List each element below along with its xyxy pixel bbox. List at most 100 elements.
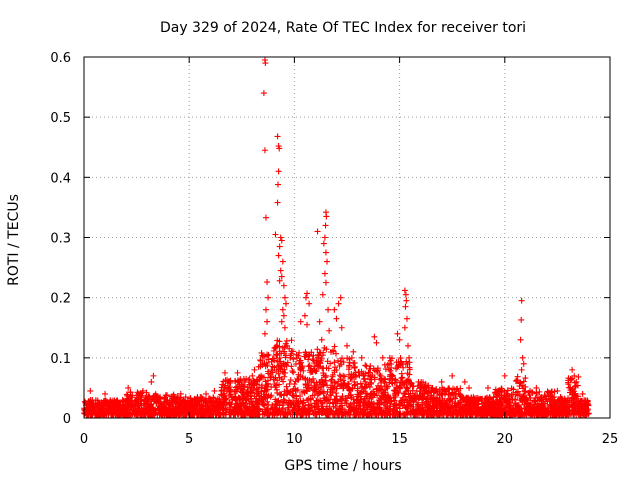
- data-point: [579, 390, 586, 397]
- noise-point: [199, 403, 206, 410]
- data-point: [280, 312, 287, 319]
- noise-point: [86, 401, 93, 408]
- noise-point: [387, 394, 394, 401]
- noise-point: [143, 389, 150, 396]
- noise-point: [180, 403, 187, 410]
- data-point: [282, 300, 289, 307]
- noise-point: [456, 408, 463, 415]
- noise-point: [538, 396, 545, 403]
- noise-point: [285, 406, 292, 413]
- data-point: [262, 60, 269, 67]
- noise-point: [162, 407, 169, 414]
- noise-point: [248, 384, 255, 391]
- x-tick-label: 20: [497, 432, 514, 447]
- noise-point: [331, 343, 338, 350]
- noise-point: [239, 399, 246, 406]
- noise-point: [555, 404, 562, 411]
- noise-point: [299, 400, 306, 407]
- noise-point: [288, 401, 295, 408]
- noise-point: [421, 383, 428, 390]
- y-tick-label: 0.5: [50, 111, 71, 126]
- noise-point: [463, 394, 470, 401]
- noise-point: [115, 411, 122, 418]
- noise-point: [475, 405, 482, 412]
- noise-point: [261, 410, 268, 417]
- noise-point: [239, 393, 246, 400]
- data-point: [278, 237, 285, 244]
- noise-point: [534, 405, 541, 412]
- noise-point: [357, 380, 364, 387]
- noise-point: [317, 360, 324, 367]
- noise-point: [235, 394, 242, 401]
- noise-point: [486, 395, 493, 402]
- noise-point: [424, 402, 431, 409]
- x-tick-label: 10: [286, 432, 303, 447]
- noise-point: [220, 405, 227, 412]
- noise-point: [263, 391, 270, 398]
- noise-point: [270, 355, 277, 362]
- noise-point: [381, 396, 388, 403]
- noise-point: [480, 403, 487, 410]
- noise-point: [218, 392, 225, 399]
- noise-point: [186, 408, 193, 415]
- noise-point: [389, 380, 396, 387]
- noise-point: [373, 368, 380, 375]
- noise-point: [227, 391, 234, 398]
- noise-point: [292, 378, 299, 385]
- noise-point: [446, 385, 453, 392]
- data-point: [326, 327, 333, 334]
- noise-point: [308, 368, 315, 375]
- data-points: [81, 57, 592, 418]
- data-point: [284, 342, 291, 349]
- data-point: [287, 354, 294, 361]
- noise-point: [351, 364, 358, 371]
- noise-point: [441, 397, 448, 404]
- noise-point: [320, 365, 327, 372]
- noise-point: [279, 344, 286, 351]
- noise-point: [457, 392, 464, 399]
- noise-point: [271, 345, 278, 352]
- noise-point: [378, 377, 385, 384]
- noise-point: [483, 410, 490, 417]
- noise-point: [138, 400, 145, 407]
- data-point: [321, 270, 328, 277]
- axis-ticks: [83, 56, 611, 419]
- noise-point: [384, 383, 391, 390]
- noise-point: [234, 383, 241, 390]
- noise-point: [393, 379, 400, 386]
- noise-point: [302, 353, 309, 360]
- data-point: [221, 369, 228, 376]
- noise-point: [340, 359, 347, 366]
- noise-point: [366, 365, 373, 372]
- noise-point: [398, 399, 405, 406]
- noise-point: [339, 393, 346, 400]
- y-tick-label: 0.4: [50, 171, 71, 186]
- noise-point: [276, 402, 283, 409]
- noise-point: [273, 352, 280, 359]
- noise-point: [492, 406, 499, 413]
- noise-point: [344, 395, 351, 402]
- noise-point: [368, 392, 375, 399]
- noise-point: [232, 388, 239, 395]
- data-point: [139, 387, 146, 394]
- noise-point: [296, 357, 303, 364]
- noise-point: [379, 386, 386, 393]
- noise-point: [334, 397, 341, 404]
- noise-point: [340, 385, 347, 392]
- data-point: [386, 360, 393, 367]
- data-point: [301, 312, 308, 319]
- noise-point: [105, 399, 112, 406]
- noise-point: [297, 365, 304, 372]
- noise-point: [402, 396, 409, 403]
- noise-point: [248, 408, 255, 415]
- data-point: [520, 360, 527, 367]
- noise-point: [301, 389, 308, 396]
- noise-point: [413, 411, 420, 418]
- noise-point: [381, 361, 388, 368]
- plot-frame: [83, 56, 611, 419]
- noise-point: [388, 364, 395, 371]
- noise-point: [256, 411, 263, 418]
- noise-point: [127, 401, 134, 408]
- grid: [84, 57, 610, 418]
- noise-point: [113, 403, 120, 410]
